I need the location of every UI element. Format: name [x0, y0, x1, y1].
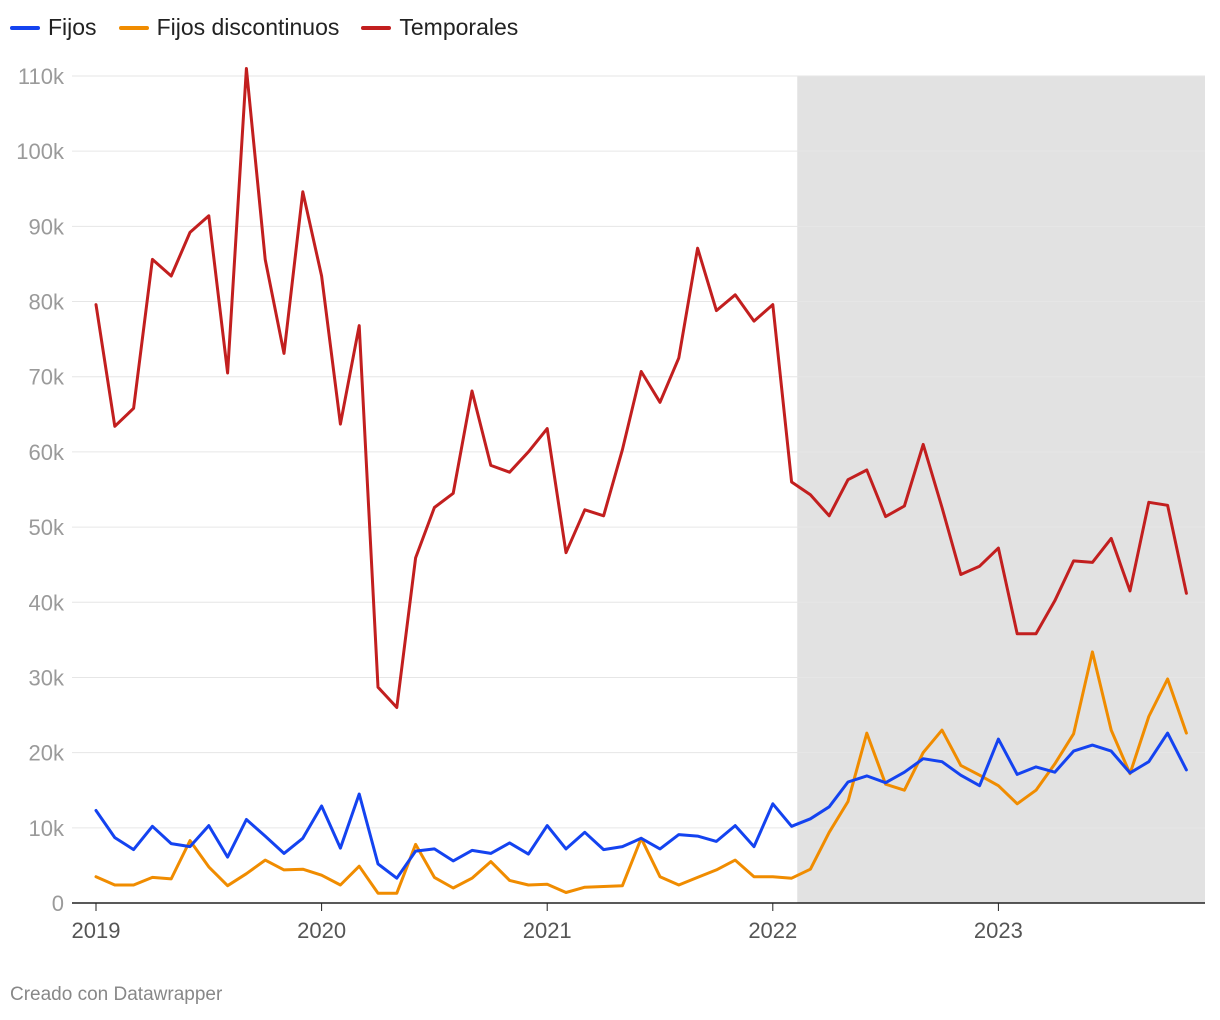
x-tick-label: 2023	[974, 918, 1023, 943]
legend-swatch-temporales	[361, 25, 392, 30]
legend-label-temporales: Temporales	[399, 14, 519, 40]
y-tick-label: 0	[52, 891, 64, 916]
shaded-region	[797, 76, 1205, 903]
y-tick-label: 50k	[29, 515, 65, 540]
x-tick-label: 2021	[523, 918, 572, 943]
y-tick-label: 40k	[29, 590, 65, 615]
legend-item-fijos-discontinuos[interactable]: Fijos discontinuos	[118, 14, 340, 41]
y-tick-label: 100k	[16, 139, 65, 164]
y-tick-label: 30k	[29, 665, 65, 690]
x-tick-label: 2020	[297, 918, 346, 943]
legend-swatch-fijos	[10, 25, 40, 30]
y-tick-label: 110k	[18, 64, 65, 89]
y-tick-label: 90k	[29, 214, 65, 239]
series-line-temporales	[94, 67, 1188, 709]
legend-label-fijos-discontinuos: Fijos discontinuos	[156, 14, 340, 40]
legend-item-temporales[interactable]: Temporales	[361, 14, 518, 41]
legend-label-fijos: Fijos	[48, 14, 97, 40]
y-tick-label: 60k	[29, 440, 65, 465]
y-tick-label: 80k	[29, 290, 65, 315]
x-tick-label: 2022	[748, 918, 797, 943]
y-tick-label: 10k	[29, 816, 65, 841]
y-tick-label: 70k	[29, 365, 65, 390]
series-line-fijos	[94, 731, 1188, 880]
y-tick-label: 20k	[29, 741, 65, 766]
legend-swatch-fijos-discontinuos	[118, 25, 149, 30]
legend: Fijos Fijos discontinuos Temporales	[10, 14, 518, 41]
legend-item-fijos[interactable]: Fijos	[10, 14, 97, 41]
x-tick-label: 2019	[72, 918, 121, 943]
credit-text[interactable]: Creado con Datawrapper	[10, 984, 223, 1005]
